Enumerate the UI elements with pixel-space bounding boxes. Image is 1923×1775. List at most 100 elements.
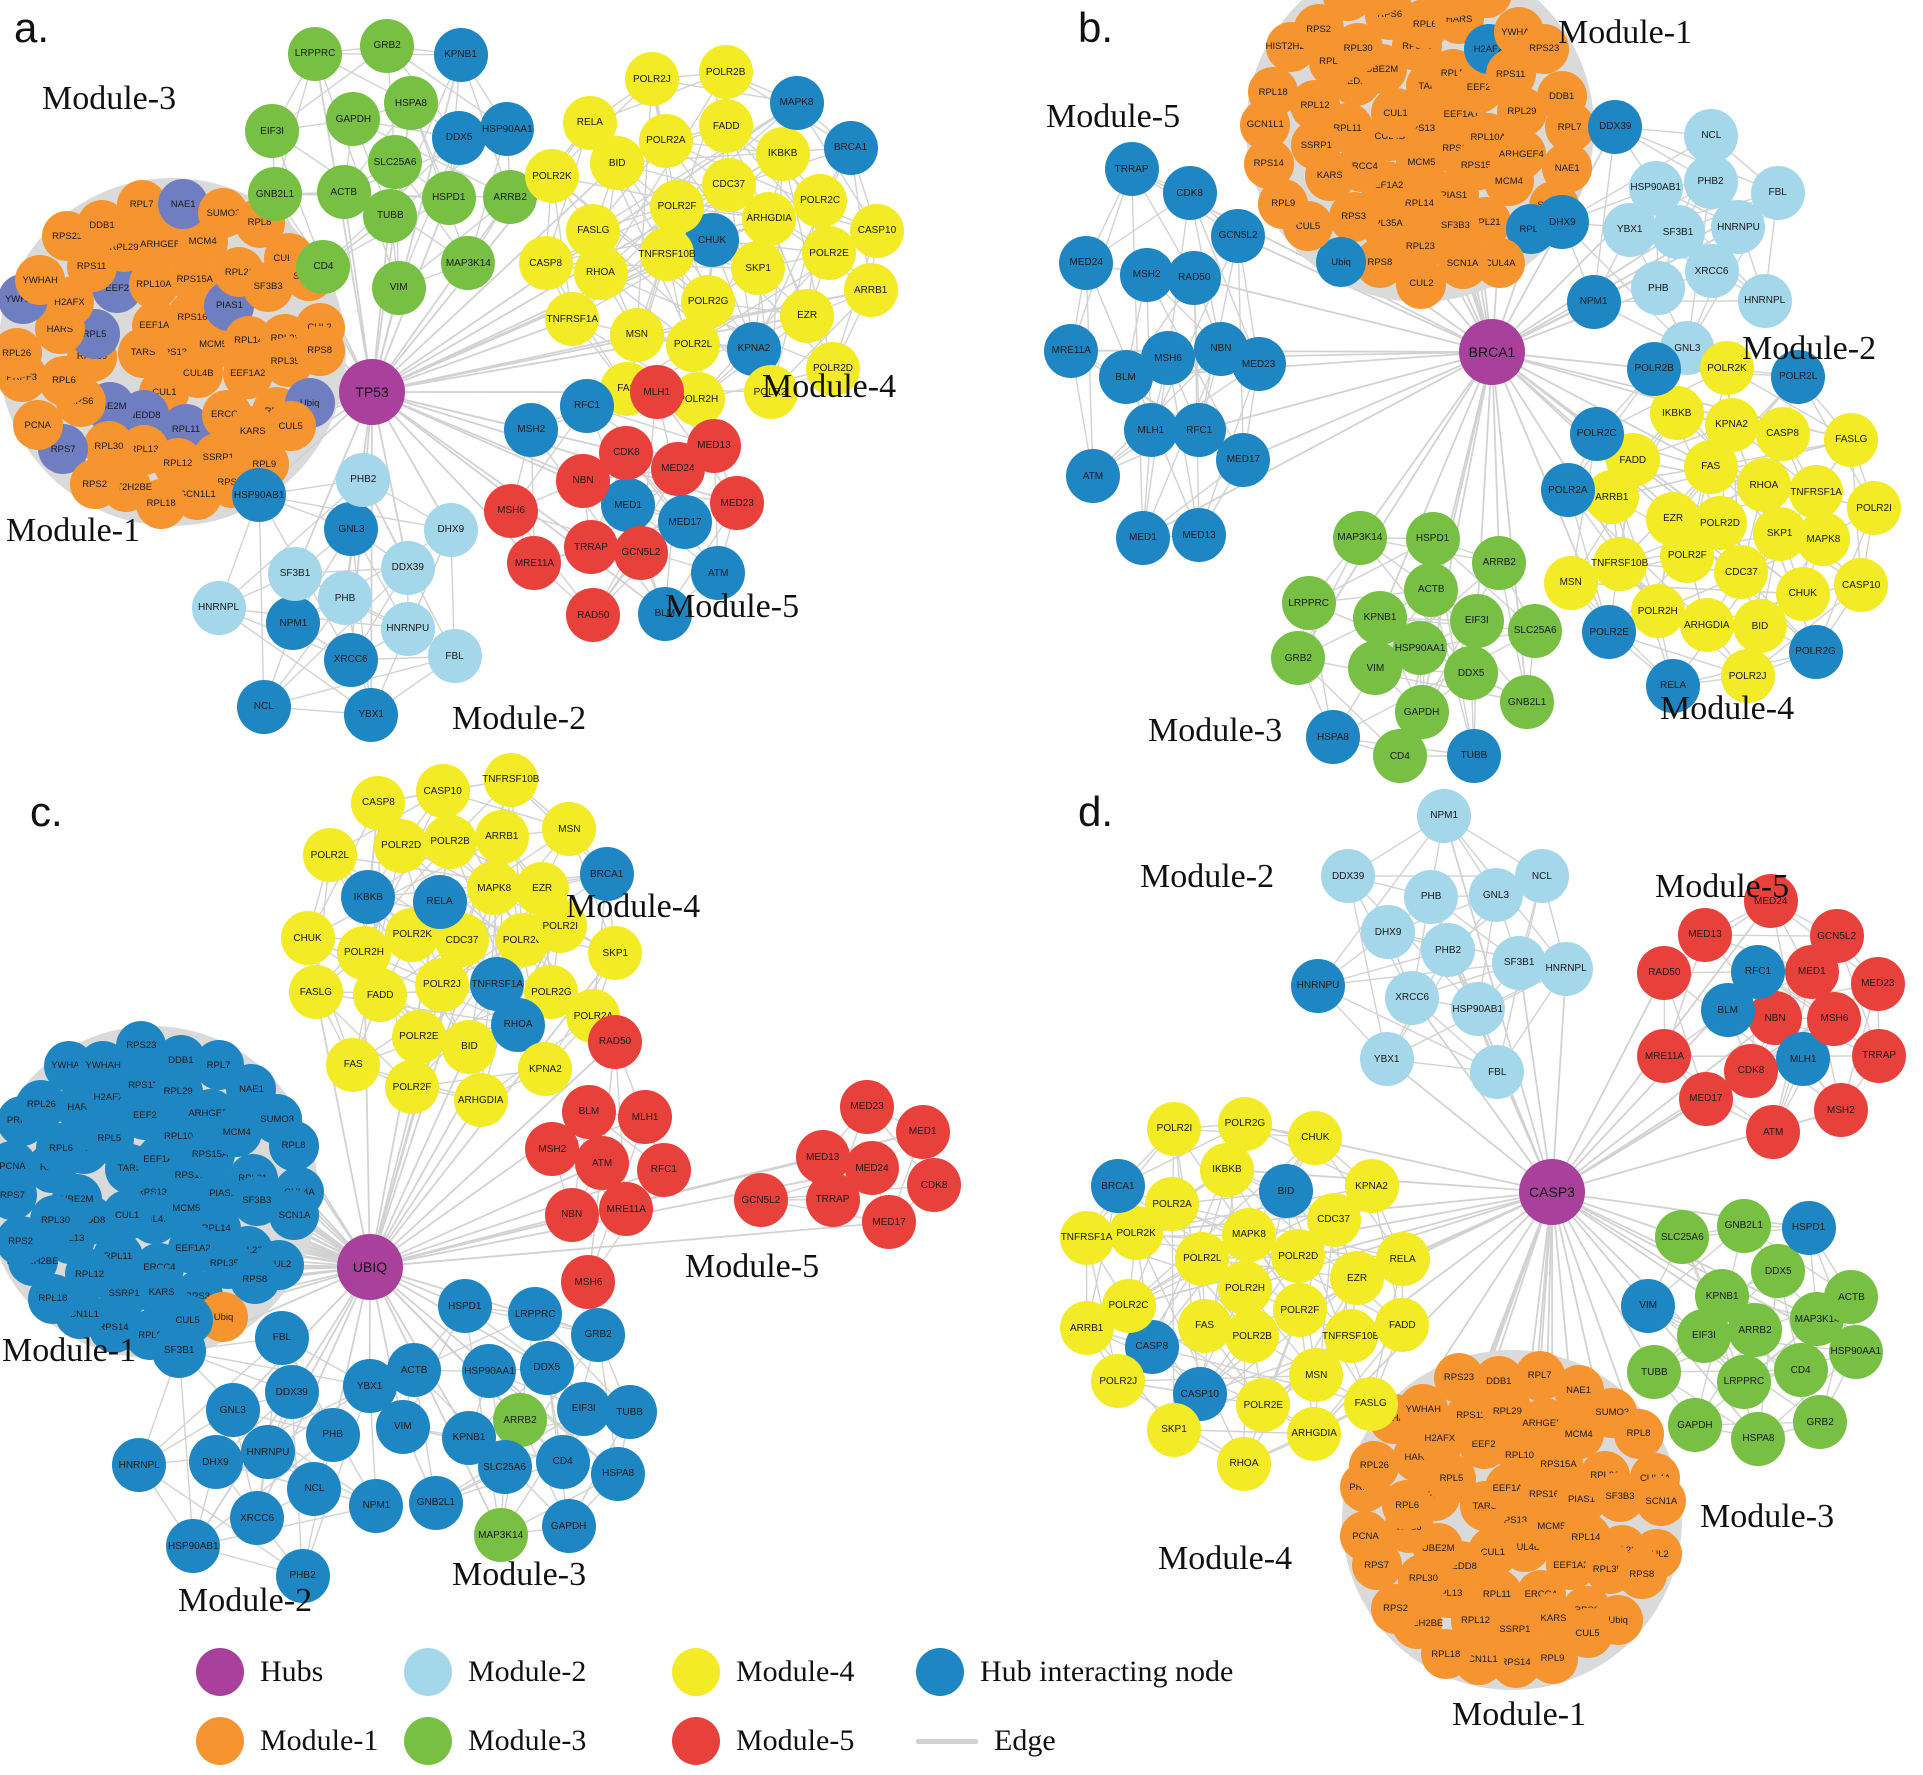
node-MLH1[interactable]: MLH1 [629,365,684,420]
node-MED13[interactable]: MED13 [686,418,741,473]
node-POLR2H[interactable]: POLR2H [337,925,391,980]
node-MSN[interactable]: MSN [1543,555,1598,610]
hub-node-BRCA1[interactable]: BRCA1 [1459,319,1525,385]
node-HNRNPL[interactable]: HNRNPL [112,1438,167,1493]
node-GNB2L1[interactable]: GNB2L1 [248,167,303,222]
node-HSP90AB1[interactable]: HSP90AB1 [232,468,287,523]
node-RPS2[interactable]: RPS2 [0,1216,46,1267]
node-MED23[interactable]: MED23 [1231,337,1286,391]
node-RPS8[interactable]: RPS8 [294,325,345,376]
node-NCL[interactable]: NCL [1514,849,1569,904]
node-MED23[interactable]: MED23 [840,1079,895,1134]
node-RPS23[interactable]: RPS23 [1519,23,1570,74]
node-KPNB1[interactable]: KPNB1 [1353,590,1408,645]
node-RFC1[interactable]: RFC1 [560,378,614,433]
node-CD4[interactable]: CD4 [296,239,351,294]
node-ARHGDIA[interactable]: ARHGDIA [1679,598,1734,653]
node-POLR2J[interactable]: POLR2J [414,957,469,1012]
node-HSPA8[interactable]: HSPA8 [383,76,438,131]
node-FBL[interactable]: FBL [254,1310,309,1365]
node-SLC25A6[interactable]: SLC25A6 [368,135,422,189]
node-RPL7[interactable]: RPL7 [1514,1350,1565,1401]
node-MAP3K14[interactable]: MAP3K14 [473,1508,528,1563]
node-MSN[interactable]: MSN [1289,1348,1344,1403]
node-MED23[interactable]: MED23 [710,476,765,531]
node-POLR2E[interactable]: POLR2E [1236,1378,1291,1433]
node-CASP10[interactable]: CASP10 [415,764,470,819]
node-EZR[interactable]: EZR [1646,491,1701,546]
node-RAD50[interactable]: RAD50 [566,588,621,643]
node-ARRB2[interactable]: ARRB2 [1472,535,1527,590]
node-DDX5[interactable]: DDX5 [1751,1244,1806,1299]
node-IKBKB[interactable]: IKBKB [341,870,396,925]
node-NCL[interactable]: NCL [1684,108,1739,163]
node-DHX9[interactable]: DHX9 [423,502,478,557]
node-BRCA1[interactable]: BRCA1 [1090,1159,1145,1214]
node-NPM1[interactable]: NPM1 [266,596,321,651]
node-PCNA[interactable]: PCNA [1340,1511,1391,1562]
node-CD4[interactable]: CD4 [535,1434,590,1489]
node-TNFRSF1A[interactable]: TNFRSF1A [1059,1210,1114,1265]
node-POLR2K[interactable]: POLR2K [1699,341,1754,396]
node-SLC25A6[interactable]: SLC25A6 [1655,1210,1710,1264]
node-MRE11A[interactable]: MRE11A [1044,323,1099,378]
node-GAPDH[interactable]: GAPDH [541,1499,596,1554]
node-POLR2I[interactable]: POLR2I [744,365,799,420]
node-CASP10[interactable]: CASP10 [849,203,904,258]
node-RELA[interactable]: RELA [1375,1232,1430,1287]
node-POLR2B[interactable]: POLR2B [1225,1309,1280,1364]
node-PHB[interactable]: PHB [318,571,372,625]
node-POLR2H[interactable]: POLR2H [1630,584,1685,638]
node-ARRB1[interactable]: ARRB1 [474,809,529,864]
node-HNRNPU[interactable]: HNRNPU [380,601,435,656]
node-RPS3[interactable]: RPS3 [1328,191,1379,242]
node-PHB[interactable]: PHB [305,1407,360,1462]
node-MAP3K14[interactable]: MAP3K14 [1332,510,1387,565]
node-DHX9[interactable]: DHX9 [1361,905,1416,960]
node-ACTB[interactable]: ACTB [387,1343,442,1398]
node-MSH6[interactable]: MSH6 [1807,991,1862,1046]
node-RFC1[interactable]: RFC1 [1730,944,1785,999]
node-PHB2[interactable]: PHB2 [1421,923,1475,977]
node-MSH2[interactable]: MSH2 [525,1122,580,1177]
node-CD4[interactable]: CD4 [1773,1343,1828,1398]
node-FBL[interactable]: FBL [1750,165,1805,220]
node-RPS14[interactable]: RPS14 [1243,138,1294,189]
node-POLR2B[interactable]: POLR2B [423,814,478,869]
node-BID[interactable]: BID [1258,1164,1313,1219]
node-SF3B1[interactable]: SF3B1 [1492,935,1547,990]
node-EIF3I[interactable]: EIF3I [556,1381,611,1436]
node-FASLG[interactable]: FASLG [288,965,343,1020]
node-MSH2[interactable]: MSH2 [1813,1083,1868,1138]
node-MLH1[interactable]: MLH1 [618,1090,673,1145]
node-TUBB[interactable]: TUBB [1447,728,1502,783]
node-POLR2C[interactable]: POLR2C [793,173,848,228]
node-ARRB1[interactable]: ARRB1 [1059,1301,1114,1356]
node-XRCC6[interactable]: XRCC6 [323,632,378,687]
node-XRCC6[interactable]: XRCC6 [1684,244,1739,299]
node-TNFRSF10B[interactable]: TNFRSF10B [482,752,539,807]
node-FADD[interactable]: FADD [1375,1298,1430,1353]
node-POLR2K[interactable]: POLR2K [385,907,440,962]
node-MED13[interactable]: MED13 [1172,508,1227,563]
node-GCN5L2[interactable]: GCN5L2 [1809,909,1864,964]
node-TNFRSF1A[interactable]: TNFRSF1A [545,292,600,347]
node-HSPA8[interactable]: HSPA8 [591,1446,646,1501]
node-FASLG[interactable]: FASLG [1343,1376,1398,1431]
node-MED1[interactable]: MED1 [895,1104,950,1159]
node-RAD50[interactable]: RAD50 [1167,250,1222,305]
node-DHX9[interactable]: DHX9 [188,1435,243,1490]
node-TRRAP[interactable]: TRRAP [1104,142,1159,197]
node-SLC25A6[interactable]: SLC25A6 [1508,603,1563,658]
node-POLR2F[interactable]: POLR2F [650,179,705,234]
node-HSPD1[interactable]: HSPD1 [1405,511,1460,566]
node-NPM1[interactable]: NPM1 [1417,788,1472,843]
node-RPL6[interactable]: RPL6 [38,355,89,406]
node-GAPDH[interactable]: GAPDH [1667,1398,1722,1453]
node-HSP90AA1[interactable]: HSP90AA1 [462,1344,517,1399]
node-RPL18[interactable]: RPL18 [1248,67,1299,118]
node-POLR2I[interactable]: POLR2I [533,899,588,954]
node-MSN[interactable]: MSN [542,802,597,857]
node-MED23[interactable]: MED23 [1850,956,1905,1011]
node-PHB2[interactable]: PHB2 [1683,154,1738,209]
